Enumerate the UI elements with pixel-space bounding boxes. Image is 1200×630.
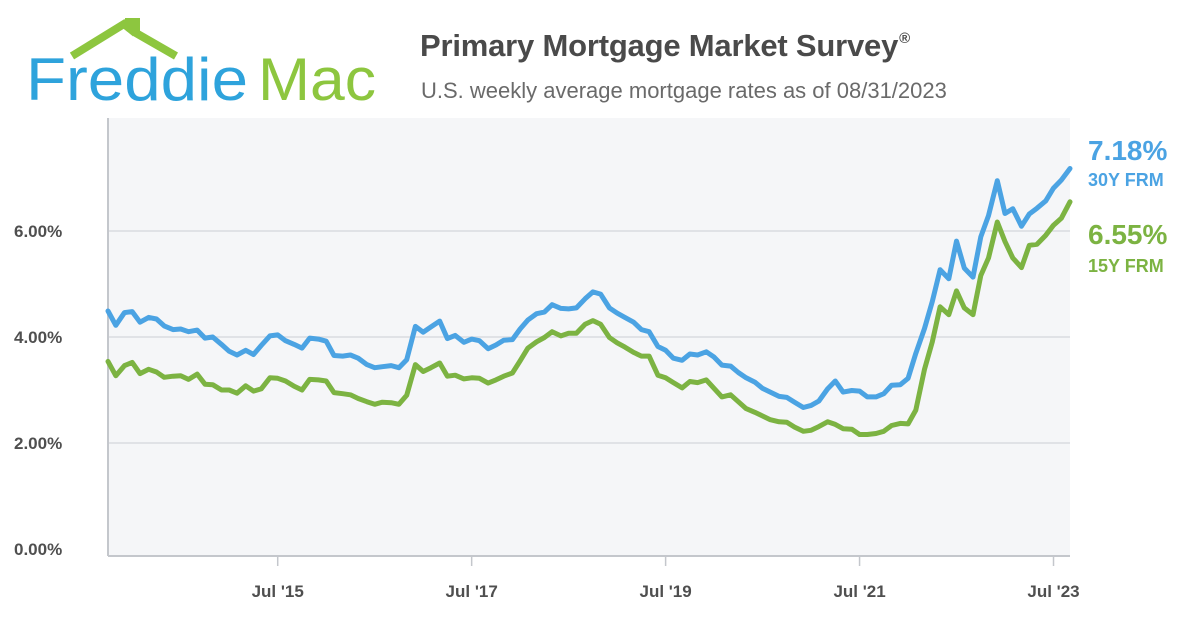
x-tick-label: Jul '21 bbox=[833, 582, 885, 601]
house-roof-icon bbox=[69, 18, 178, 60]
end-value-30y-frm: 7.18% bbox=[1088, 135, 1168, 166]
logo-word-freddie: Freddie bbox=[26, 46, 248, 110]
x-tick-label: Jul '19 bbox=[639, 582, 691, 601]
series-name-15y-frm: 15Y FRM bbox=[1088, 256, 1164, 276]
x-axis-ticks: Jul '15 Jul '17 Jul '19 Jul '21 Jul '23 bbox=[252, 556, 1080, 601]
y-axis-ticks: 0.00% 2.00% 4.00% 6.00% bbox=[14, 222, 62, 559]
y-tick-label: 0.00% bbox=[14, 540, 62, 559]
registered-mark: ® bbox=[899, 30, 910, 47]
x-tick-label: Jul '23 bbox=[1027, 582, 1079, 601]
series-line-15y-frm bbox=[105, 199, 1073, 437]
series-name-30y-frm: 30Y FRM bbox=[1088, 170, 1164, 190]
chart-title-text: Primary Mortgage Market Survey bbox=[420, 28, 899, 63]
chart-subtitle: U.S. weekly average mortgage rates as of… bbox=[421, 78, 947, 103]
end-value-15y-frm: 6.55% bbox=[1088, 219, 1168, 250]
series-lines bbox=[105, 166, 1073, 437]
x-tick-label: Jul '17 bbox=[446, 582, 498, 601]
freddie-mac-logo: Freddie Mac bbox=[26, 18, 376, 110]
x-tick-label: Jul '15 bbox=[252, 582, 304, 601]
y-tick-label: 2.00% bbox=[14, 434, 62, 453]
y-tick-label: 4.00% bbox=[14, 328, 62, 347]
y-tick-label: 6.00% bbox=[14, 222, 62, 241]
series-line-30y-frm bbox=[105, 166, 1073, 410]
chart-title: Primary Mortgage Market Survey® bbox=[420, 28, 910, 64]
logo-word-mac: Mac bbox=[258, 46, 376, 110]
